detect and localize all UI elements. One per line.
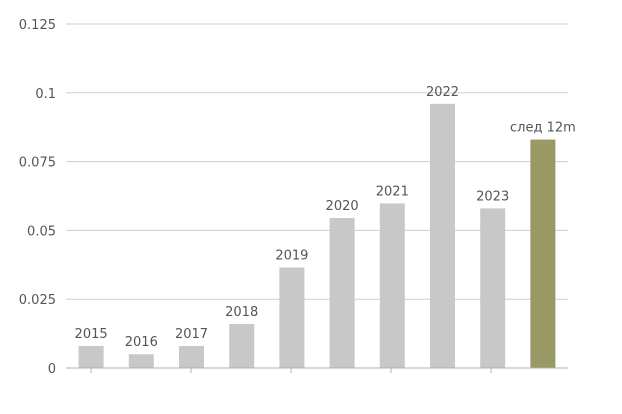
x-axis	[66, 367, 568, 373]
bar	[128, 354, 154, 368]
bar-label: 2019	[275, 249, 308, 264]
y-tick-label: 0.1	[35, 87, 56, 102]
bar	[379, 203, 405, 368]
y-tick-label: 0.025	[19, 293, 56, 308]
bar-label: 2015	[75, 327, 108, 342]
bar-label: 2023	[476, 189, 509, 204]
bar	[179, 345, 204, 368]
bar-label: 2018	[225, 305, 258, 320]
bar	[279, 267, 305, 368]
bar-label: 2022	[426, 85, 459, 100]
y-axis-tick-labels: 0 0.025 0.05 0.075 0.1 0.125	[19, 18, 56, 377]
bars	[78, 103, 556, 369]
highlight-bar	[530, 139, 556, 368]
bar-label: 2016	[125, 335, 158, 350]
bar-label: след 12m	[510, 121, 576, 136]
bar	[329, 218, 355, 368]
bar	[480, 208, 506, 368]
y-tick-label: 0.075	[19, 156, 56, 171]
y-tick-label: 0.05	[27, 224, 56, 239]
bar-labels: 2015 2016 2017 2018 2019 2020 2021 2022 2023 след…	[75, 85, 576, 350]
bar	[78, 345, 104, 368]
bar-label: 2021	[376, 184, 409, 199]
y-tick-label: 0	[48, 362, 56, 377]
bar-label: 2017	[175, 327, 208, 342]
bar	[229, 323, 255, 368]
bar-label: 2020	[326, 199, 359, 214]
bar	[430, 103, 455, 369]
y-tick-label: 0.125	[19, 18, 56, 33]
